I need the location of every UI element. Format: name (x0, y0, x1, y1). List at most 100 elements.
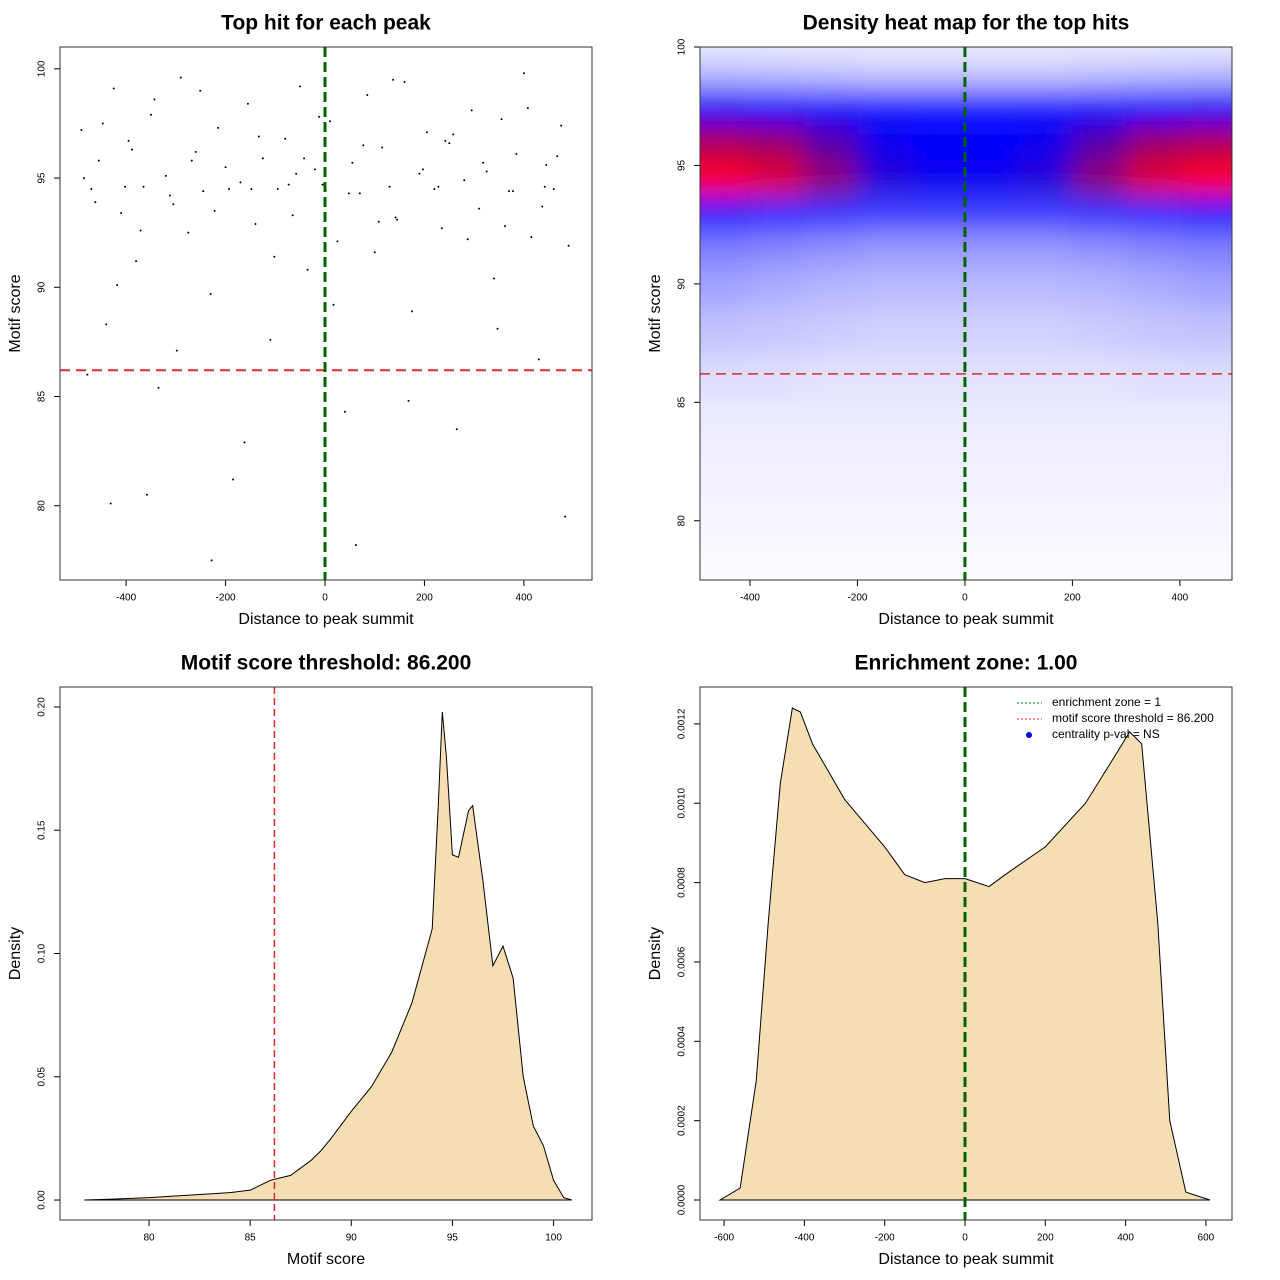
point (366, 94, 369, 97)
heat-cell (1179, 230, 1232, 267)
heat-cell (803, 449, 858, 498)
y-tick-label: 0.0006 (677, 946, 688, 977)
point (232, 478, 235, 481)
heat-cell (1179, 497, 1232, 545)
x-tick-label: 85 (245, 1233, 257, 1244)
heat-cell (911, 402, 966, 451)
heat-cell (1126, 354, 1181, 403)
heat-cell (749, 266, 805, 309)
x-tick-label: 400 (516, 593, 533, 604)
point (314, 168, 317, 171)
point (503, 225, 506, 228)
heat-cell (1072, 544, 1127, 580)
heat-cell (857, 47, 912, 60)
heat-cell (911, 58, 966, 89)
panel: Top hit for each peak Distance to peak su… (7, 12, 593, 628)
heat-cell (911, 123, 966, 161)
heat-cell (911, 47, 966, 60)
point (515, 153, 518, 156)
point (444, 139, 447, 142)
point (552, 187, 555, 190)
heat-cell (1018, 266, 1073, 309)
heat-cell (911, 88, 966, 125)
heat-cell (1018, 159, 1073, 196)
heat-cell (700, 307, 751, 356)
heat-cell (749, 47, 805, 60)
point (318, 115, 321, 118)
y-axis-label: Density (647, 927, 664, 980)
legend-label: centrality p-val = NS (1052, 727, 1160, 741)
heat-cell (803, 307, 858, 356)
heat-cell (749, 307, 805, 356)
x-axis-label: Distance to peak summit (238, 611, 414, 628)
point (97, 159, 100, 162)
point (336, 240, 339, 243)
point (556, 155, 559, 158)
point (210, 559, 213, 562)
heat-cell (749, 88, 805, 125)
heat-cell (803, 88, 858, 125)
heat-cell (1072, 266, 1127, 309)
heat-cell (700, 544, 751, 580)
x-tick-label: -400 (116, 593, 136, 604)
heat-cell (1126, 266, 1181, 309)
point (153, 98, 156, 101)
heat-cell (749, 354, 805, 403)
x-tick-label: 0 (962, 1233, 968, 1244)
y-tick-label: 85 (37, 391, 48, 403)
point (209, 292, 212, 295)
point (394, 216, 397, 219)
point (362, 144, 365, 147)
chart-title: Motif score threshold: 86.200 (181, 652, 472, 675)
heat-cell (1018, 307, 1073, 356)
heat-cell (700, 230, 751, 267)
heat-cell (1072, 159, 1127, 196)
point (493, 277, 496, 280)
heat-cell (1126, 497, 1181, 545)
heat-cell (857, 544, 912, 580)
heat-cell (1126, 159, 1181, 196)
point (157, 386, 160, 389)
point (80, 129, 83, 132)
heat-cell (1018, 402, 1073, 451)
heat-cell (803, 159, 858, 196)
point (276, 187, 279, 190)
point (560, 124, 563, 127)
heat-cell (857, 497, 912, 545)
point (109, 502, 112, 505)
heat-cell (857, 449, 912, 498)
heat-cell (1126, 449, 1181, 498)
heat-cell (700, 123, 751, 161)
y-tick-label: 100 (37, 60, 48, 77)
y-tick-label: 90 (677, 278, 688, 290)
heat-cell (803, 266, 858, 309)
heat-cell (964, 266, 1020, 309)
heat-cell (1018, 47, 1073, 60)
heat-cell (911, 354, 966, 403)
point (254, 222, 257, 225)
point (470, 109, 473, 112)
heat-cell (1072, 195, 1127, 232)
heat-cell (1126, 230, 1181, 267)
point (377, 220, 380, 223)
point (243, 441, 246, 444)
point (354, 544, 357, 547)
heat-cell (1072, 402, 1127, 451)
panel: Motif score threshold: 86.200 Motif score… (7, 652, 593, 1268)
point (485, 170, 488, 173)
heat-cell (1072, 230, 1127, 267)
x-tick-label: 400 (1172, 593, 1189, 604)
point (131, 148, 134, 151)
heat-cell (700, 195, 751, 232)
point (407, 399, 410, 402)
legend-label: enrichment zone = 1 (1052, 695, 1161, 709)
point (146, 493, 149, 496)
point (455, 428, 458, 431)
point (105, 323, 108, 326)
heat-cell (964, 47, 1020, 60)
point (94, 201, 97, 204)
point (437, 185, 440, 188)
heat-cell (749, 230, 805, 267)
heat-cell (1072, 58, 1127, 89)
heat-cell (1018, 58, 1073, 89)
